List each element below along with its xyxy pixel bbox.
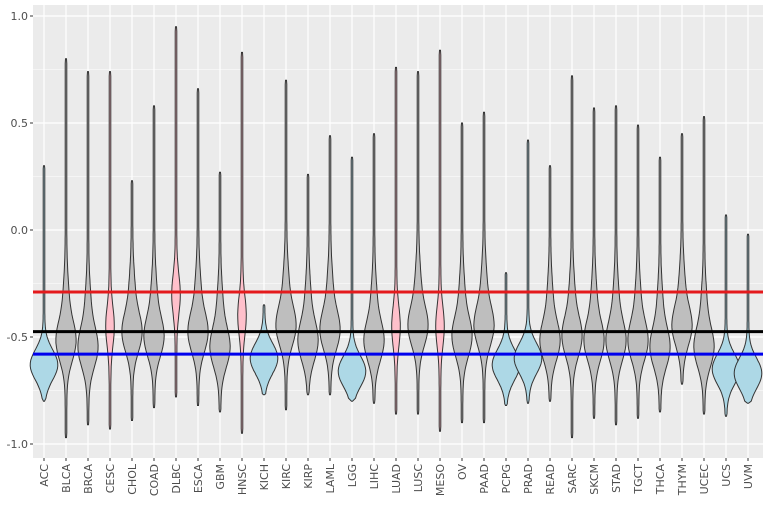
x-tick-label: KIRC bbox=[280, 464, 293, 490]
x-tick-label: OV bbox=[456, 464, 469, 480]
violin-tgct bbox=[627, 124, 649, 419]
x-tick-label: MESO bbox=[434, 464, 447, 496]
violin-hnsc bbox=[237, 51, 247, 434]
y-tick-label: -0.5 bbox=[7, 331, 28, 344]
x-tick-label: TGCT bbox=[632, 464, 645, 495]
violin-acc bbox=[29, 165, 59, 402]
x-tick-label: THCA bbox=[654, 464, 667, 496]
x-tick-label: SARC bbox=[566, 464, 579, 494]
x-tick-label: SKCM bbox=[588, 464, 601, 495]
violin-thym bbox=[671, 133, 693, 385]
violin-brca bbox=[77, 71, 99, 426]
x-tick-label: UCS bbox=[720, 464, 733, 487]
x-tick-label: LUAD bbox=[390, 464, 403, 494]
violin-laml bbox=[319, 135, 341, 396]
violin-paad bbox=[473, 111, 495, 424]
x-tick-label: ACC bbox=[38, 464, 51, 487]
violin-sarc bbox=[561, 75, 583, 439]
violin-luad bbox=[391, 66, 401, 415]
plot-panel bbox=[33, 5, 763, 458]
x-tick-label: THYM bbox=[676, 464, 689, 496]
violin-meso bbox=[435, 49, 445, 432]
x-tick-label: BLCA bbox=[60, 464, 73, 493]
violin-kirc bbox=[275, 79, 297, 411]
violin-stad bbox=[605, 105, 627, 426]
violin-ucec bbox=[693, 116, 715, 415]
x-tick-label: PCPG bbox=[500, 464, 513, 493]
x-tick-label: HNSC bbox=[236, 464, 249, 495]
x-tick-label: COAD bbox=[148, 464, 161, 496]
violin-kirp bbox=[297, 173, 319, 396]
y-tick-label: 0.0 bbox=[11, 224, 29, 237]
violin-blca bbox=[55, 58, 77, 439]
violin-dlbc bbox=[171, 26, 181, 398]
y-tick-label: 0.5 bbox=[11, 117, 29, 130]
violin-ov bbox=[451, 122, 473, 424]
x-tick-label: LAML bbox=[324, 463, 337, 493]
x-tick-label: LGG bbox=[346, 464, 359, 487]
x-tick-label: CESC bbox=[104, 464, 117, 494]
violin-chol bbox=[121, 180, 143, 421]
violin-skcm bbox=[583, 107, 605, 419]
violin-prad bbox=[513, 139, 543, 404]
x-tick-label: DLBC bbox=[170, 464, 183, 494]
violin-lihc bbox=[363, 133, 385, 404]
x-tick-label: ESCA bbox=[192, 464, 205, 494]
violin-ucs bbox=[711, 214, 741, 417]
violin-esca bbox=[187, 88, 209, 406]
y-tick-label: -1.0 bbox=[7, 438, 28, 451]
violin-thca bbox=[649, 156, 671, 413]
violin-pcpg bbox=[491, 272, 521, 406]
x-tick-label: READ bbox=[544, 464, 557, 495]
violin-cesc bbox=[105, 71, 115, 430]
x-tick-label: PRAD bbox=[522, 464, 535, 494]
x-tick-label: STAD bbox=[610, 464, 623, 493]
x-tick-label: LIHC bbox=[368, 464, 381, 490]
x-tick-label: GBM bbox=[214, 464, 227, 490]
violin-kich bbox=[249, 304, 279, 396]
violin-lusc bbox=[407, 71, 429, 415]
x-tick-label: KICH bbox=[258, 464, 271, 490]
violin-lgg bbox=[337, 156, 367, 402]
x-tick-label: CHOL bbox=[126, 463, 139, 495]
x-tick-label: KIRP bbox=[302, 464, 315, 489]
y-tick-label: 1.0 bbox=[11, 10, 29, 23]
violin-read bbox=[539, 165, 561, 402]
x-tick-label: UVM bbox=[742, 464, 755, 489]
x-tick-label: BRCA bbox=[82, 464, 95, 494]
x-tick-label: LUSC bbox=[412, 464, 425, 493]
x-tick-label: UCEC bbox=[698, 464, 711, 495]
x-tick-label: PAAD bbox=[478, 464, 491, 494]
